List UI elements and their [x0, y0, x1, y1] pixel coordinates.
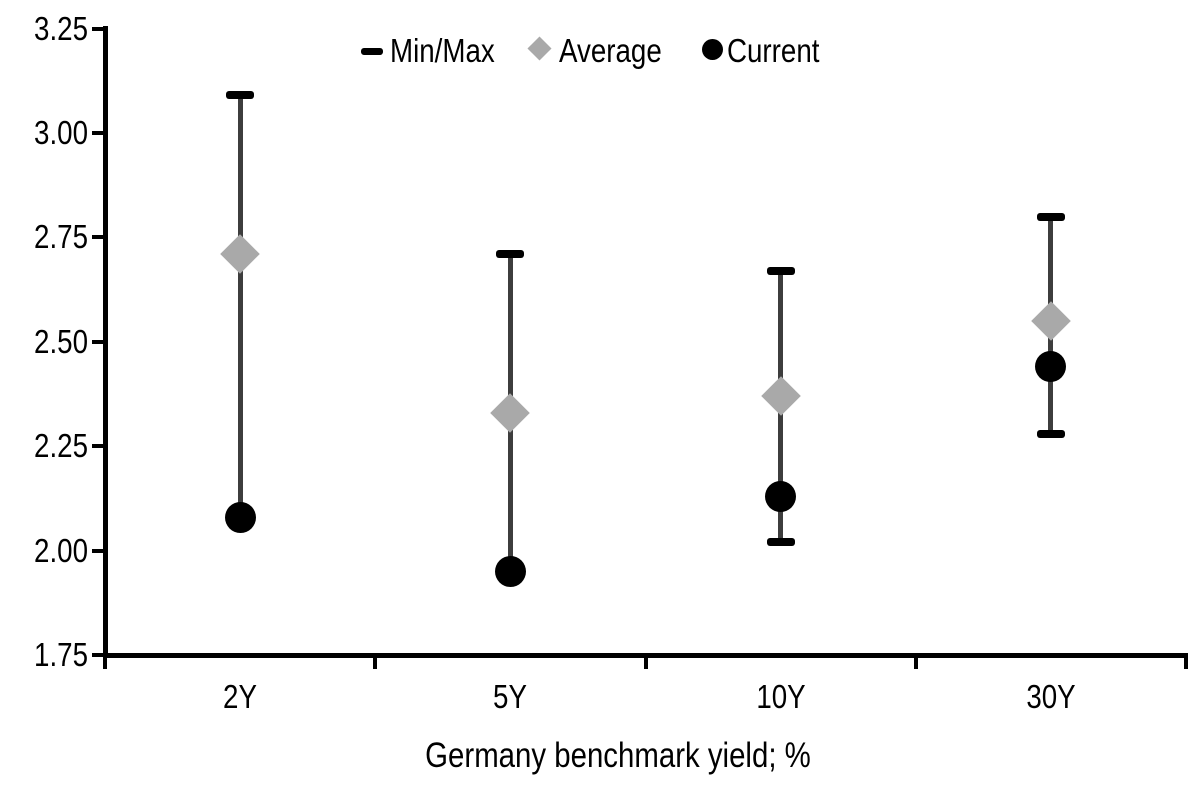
max-cap-30y: [1036, 212, 1065, 221]
y-tick-mark: [92, 131, 105, 135]
y-tick-label: 2.25: [34, 427, 88, 465]
average-marker-2y: [220, 234, 260, 274]
y-tick-label: 1.75: [34, 636, 88, 673]
current-legend-circle-icon: [702, 39, 723, 60]
average-marker-10y: [760, 376, 801, 416]
current-marker-10y: [765, 480, 797, 512]
y-axis-line: [103, 26, 108, 658]
y-tick-mark: [92, 235, 105, 240]
max-cap-5y: [496, 250, 525, 259]
x-tick-mark: [103, 656, 107, 669]
max-cap-10y: [766, 266, 795, 275]
current-marker-2y: [224, 501, 256, 533]
average-marker-5y: [490, 392, 531, 433]
y-tick-label: 3.25: [34, 9, 88, 47]
legend-label-average: Average: [559, 32, 662, 69]
average-marker-30y: [1031, 301, 1071, 341]
x-tick-label-10y: 10Y: [755, 678, 806, 715]
min-cap-30y: [1036, 429, 1065, 438]
y-tick-mark: [92, 444, 105, 449]
y-tick-label: 2.75: [34, 218, 88, 256]
y-tick-mark: [92, 26, 105, 31]
x-tick-mark: [643, 656, 648, 669]
y-tick-label: 3.00: [34, 114, 88, 151]
x-tick-label-2y: 2Y: [223, 678, 258, 715]
x-axis-line: [103, 653, 1188, 658]
x-tick-mark: [373, 656, 378, 669]
x-tick-mark: [1184, 656, 1188, 669]
average-legend-diamond-icon: [527, 36, 552, 61]
legend-label-minmax: Min/Max: [390, 32, 495, 69]
max-cap-2y: [226, 91, 255, 100]
y-tick-mark: [92, 548, 105, 553]
x-tick-mark: [913, 656, 918, 669]
y-tick-label: 2.50: [34, 322, 88, 360]
whisker-2y: [237, 95, 243, 518]
current-marker-30y: [1035, 351, 1067, 383]
minmax-legend-dash-icon: [361, 48, 383, 55]
y-tick-mark: [92, 653, 105, 657]
x-tick-label-30y: 30Y: [1026, 678, 1076, 715]
min-cap-10y: [766, 538, 795, 547]
x-tick-label-5y: 5Y: [493, 678, 528, 715]
y-tick-mark: [92, 339, 105, 344]
x-axis-title: Germany benchmark yield; %: [425, 736, 811, 775]
y-tick-label: 2.00: [34, 531, 88, 569]
current-marker-5y: [494, 555, 526, 587]
legend-label-current: Current: [727, 32, 820, 69]
